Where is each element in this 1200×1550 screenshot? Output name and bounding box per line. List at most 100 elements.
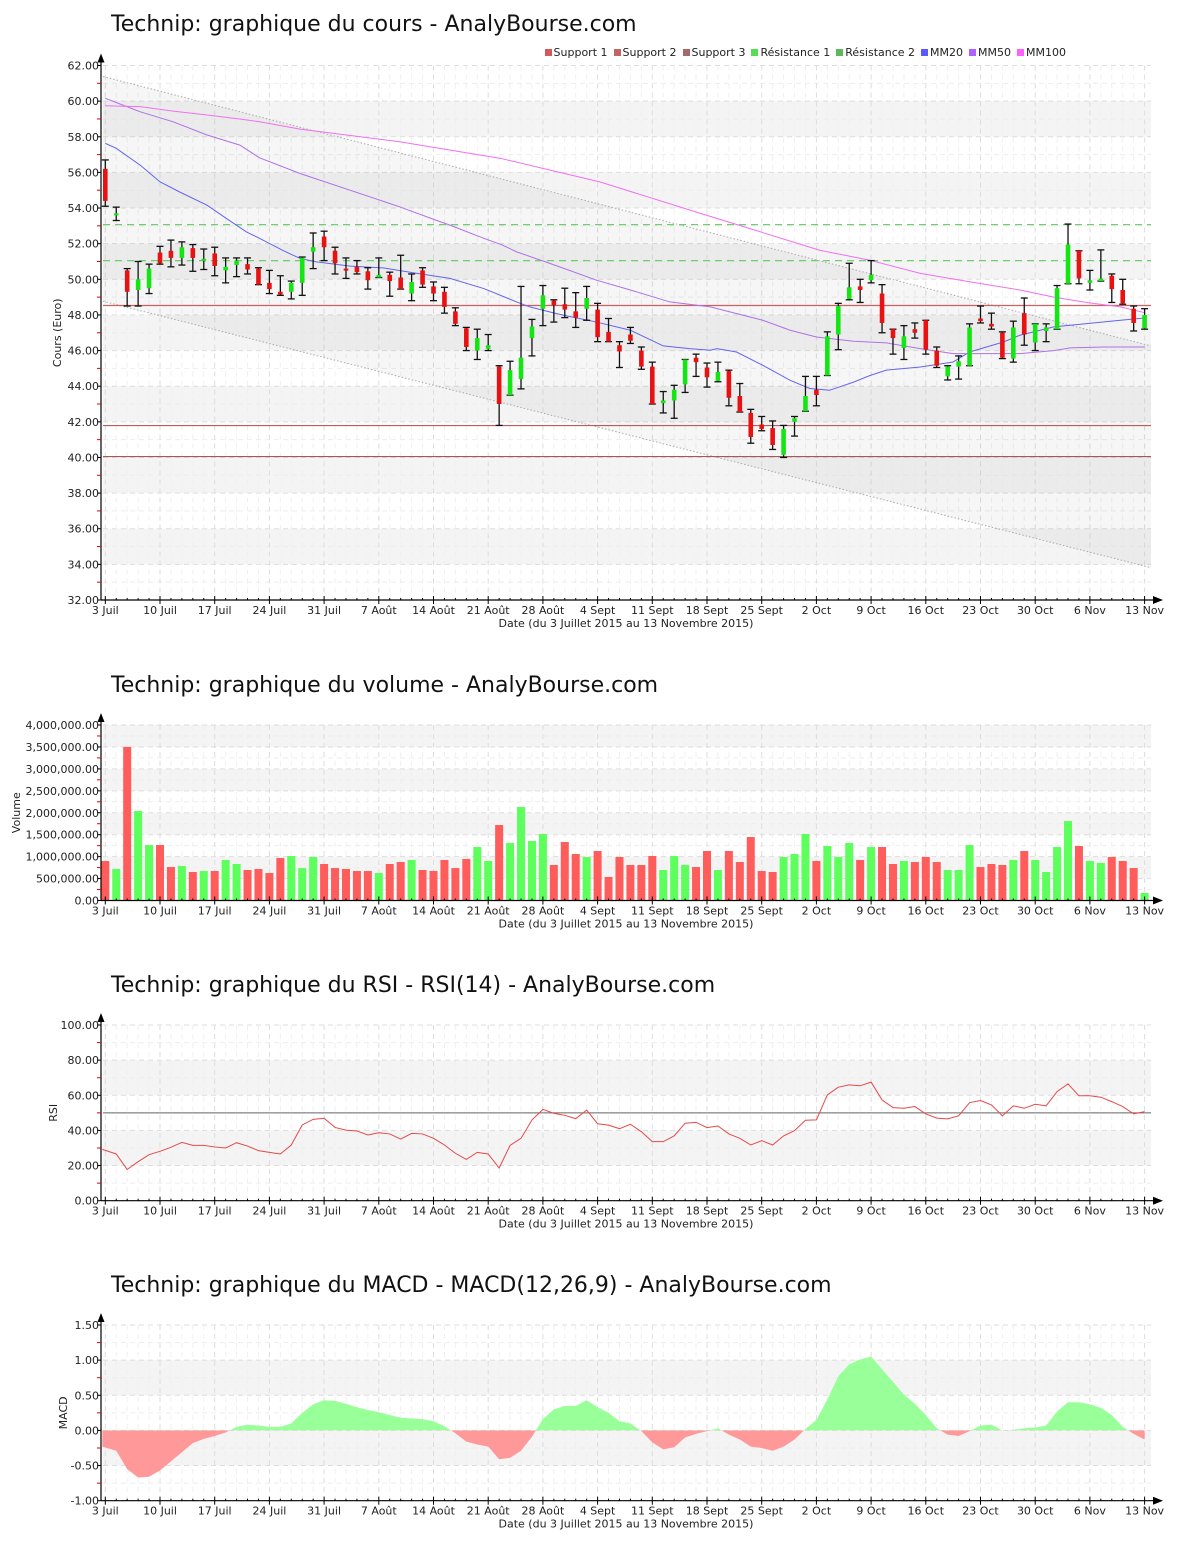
candle-body [1098,278,1104,282]
candle-body [967,327,972,366]
candlestick [911,322,919,339]
x-tick-label: 6 Nov [1074,905,1106,918]
candlestick [703,362,711,388]
x-tick-label: 7 Août [361,1205,398,1218]
x-tick-label: 17 Juil [198,1505,232,1518]
candlestick [955,355,963,380]
volume-bar [976,867,985,901]
macd-negative-area [102,1430,1145,1478]
candlestick [780,424,788,459]
volume-bar [888,863,897,901]
candle-body [168,250,174,258]
volume-bar [320,863,329,901]
y-axis-arrow-icon [97,713,105,722]
candle-body [737,395,743,413]
volume-bar [845,843,854,901]
candlestick [1130,305,1138,332]
volume-bar [1107,857,1116,901]
x-axis-arrow-icon [1153,1496,1163,1505]
volume-bar [177,866,186,901]
candlestick [386,271,394,297]
candlestick [681,358,689,394]
candlestick [626,326,634,345]
candle-body [682,359,688,385]
candlestick [123,267,131,307]
legend-swatch-icon [969,49,977,56]
volume-bar [1096,862,1105,901]
candlestick [1053,284,1061,330]
x-tick-label: 9 Oct [856,1205,886,1218]
candle-body [704,367,710,378]
legend-label: Résistance 1 [760,46,831,59]
volume-bar [878,847,887,901]
volume-bar [1042,871,1051,901]
x-tick-label: 2 Oct [802,1505,832,1518]
candle-body [825,336,830,376]
x-tick-label: 3 Juil [92,1205,119,1218]
y-tick-label: 2,000,000.00 [26,807,99,820]
x-tick-label: 18 Sept [686,905,729,918]
rsi-line [102,1081,1145,1171]
candle-body [1120,289,1126,304]
x-tick-label: 28 Août [521,1505,565,1518]
y-axis-title: Cours (Euro) [51,298,64,367]
x-tick-label: 3 Juil [92,1505,119,1518]
rsi-axes: 0.00 20.00 40.00 60.00 80.00 100.00 3 Juil 10 J… [47,1013,1165,1231]
candle-body [431,286,436,294]
volume-bar [549,865,558,901]
volume-bar [779,857,788,901]
volume-bar [462,858,471,901]
x-tick-label: 28 Août [521,905,565,918]
volume-bar [856,860,865,901]
volume-bar [407,860,416,901]
volume-bar [801,833,810,901]
candlestick [539,284,547,327]
candle-body [551,300,557,306]
x-tick-label: 14 Août [412,604,456,617]
volume-bar [363,871,372,901]
candle-body [190,248,196,258]
candle-body [835,306,841,335]
macd-chart-title: Technip: graphique du MACD - MACD(12,26,… [111,1273,832,1298]
candle-body [781,428,786,455]
y-tick-label: 0.00 [75,895,100,908]
y-tick-label: 48.00 [68,309,100,322]
y-tick-label: 34.00 [68,558,100,571]
volume-bar [1020,851,1029,901]
x-tick-label: 9 Oct [856,1505,886,1518]
x-tick-label: 4 Sept [580,1505,616,1518]
volume-bar [374,872,383,901]
y-tick-label: 4,000,000.00 [26,719,99,732]
candle-body [573,311,579,318]
candlestick [670,384,678,419]
candlestick [145,263,153,295]
x-tick-label: 25 Sept [740,1505,783,1518]
y-tick-label: 40.00 [68,1124,100,1137]
candle-body [321,236,327,248]
candlestick [1086,269,1094,291]
candle-body [617,345,622,352]
candle-body [934,350,940,366]
candlestick [736,382,744,413]
volume-bar [495,824,504,901]
candlestick [659,390,667,414]
candle-body [540,295,546,309]
x-tick-label: 23 Oct [962,1505,999,1518]
legend-swatch-icon [836,49,844,56]
volume-bar [188,871,197,901]
x-tick-label: 14 Août [412,1205,456,1218]
volume-bar [626,865,635,901]
candle-body [179,247,185,258]
candlestick [998,331,1006,360]
candlestick [440,286,448,314]
x-tick-label: 14 Août [412,905,456,918]
candle-body [1000,332,1005,358]
x-tick-label: 24 Juil [252,905,286,918]
legend-swatch-icon [751,49,759,56]
moving-average-mm100 [105,105,1145,314]
volume-bar [571,853,580,901]
volume-bar [943,870,952,901]
candle-body [1043,327,1049,331]
candlestick [178,241,186,266]
volume-bar [331,868,340,901]
